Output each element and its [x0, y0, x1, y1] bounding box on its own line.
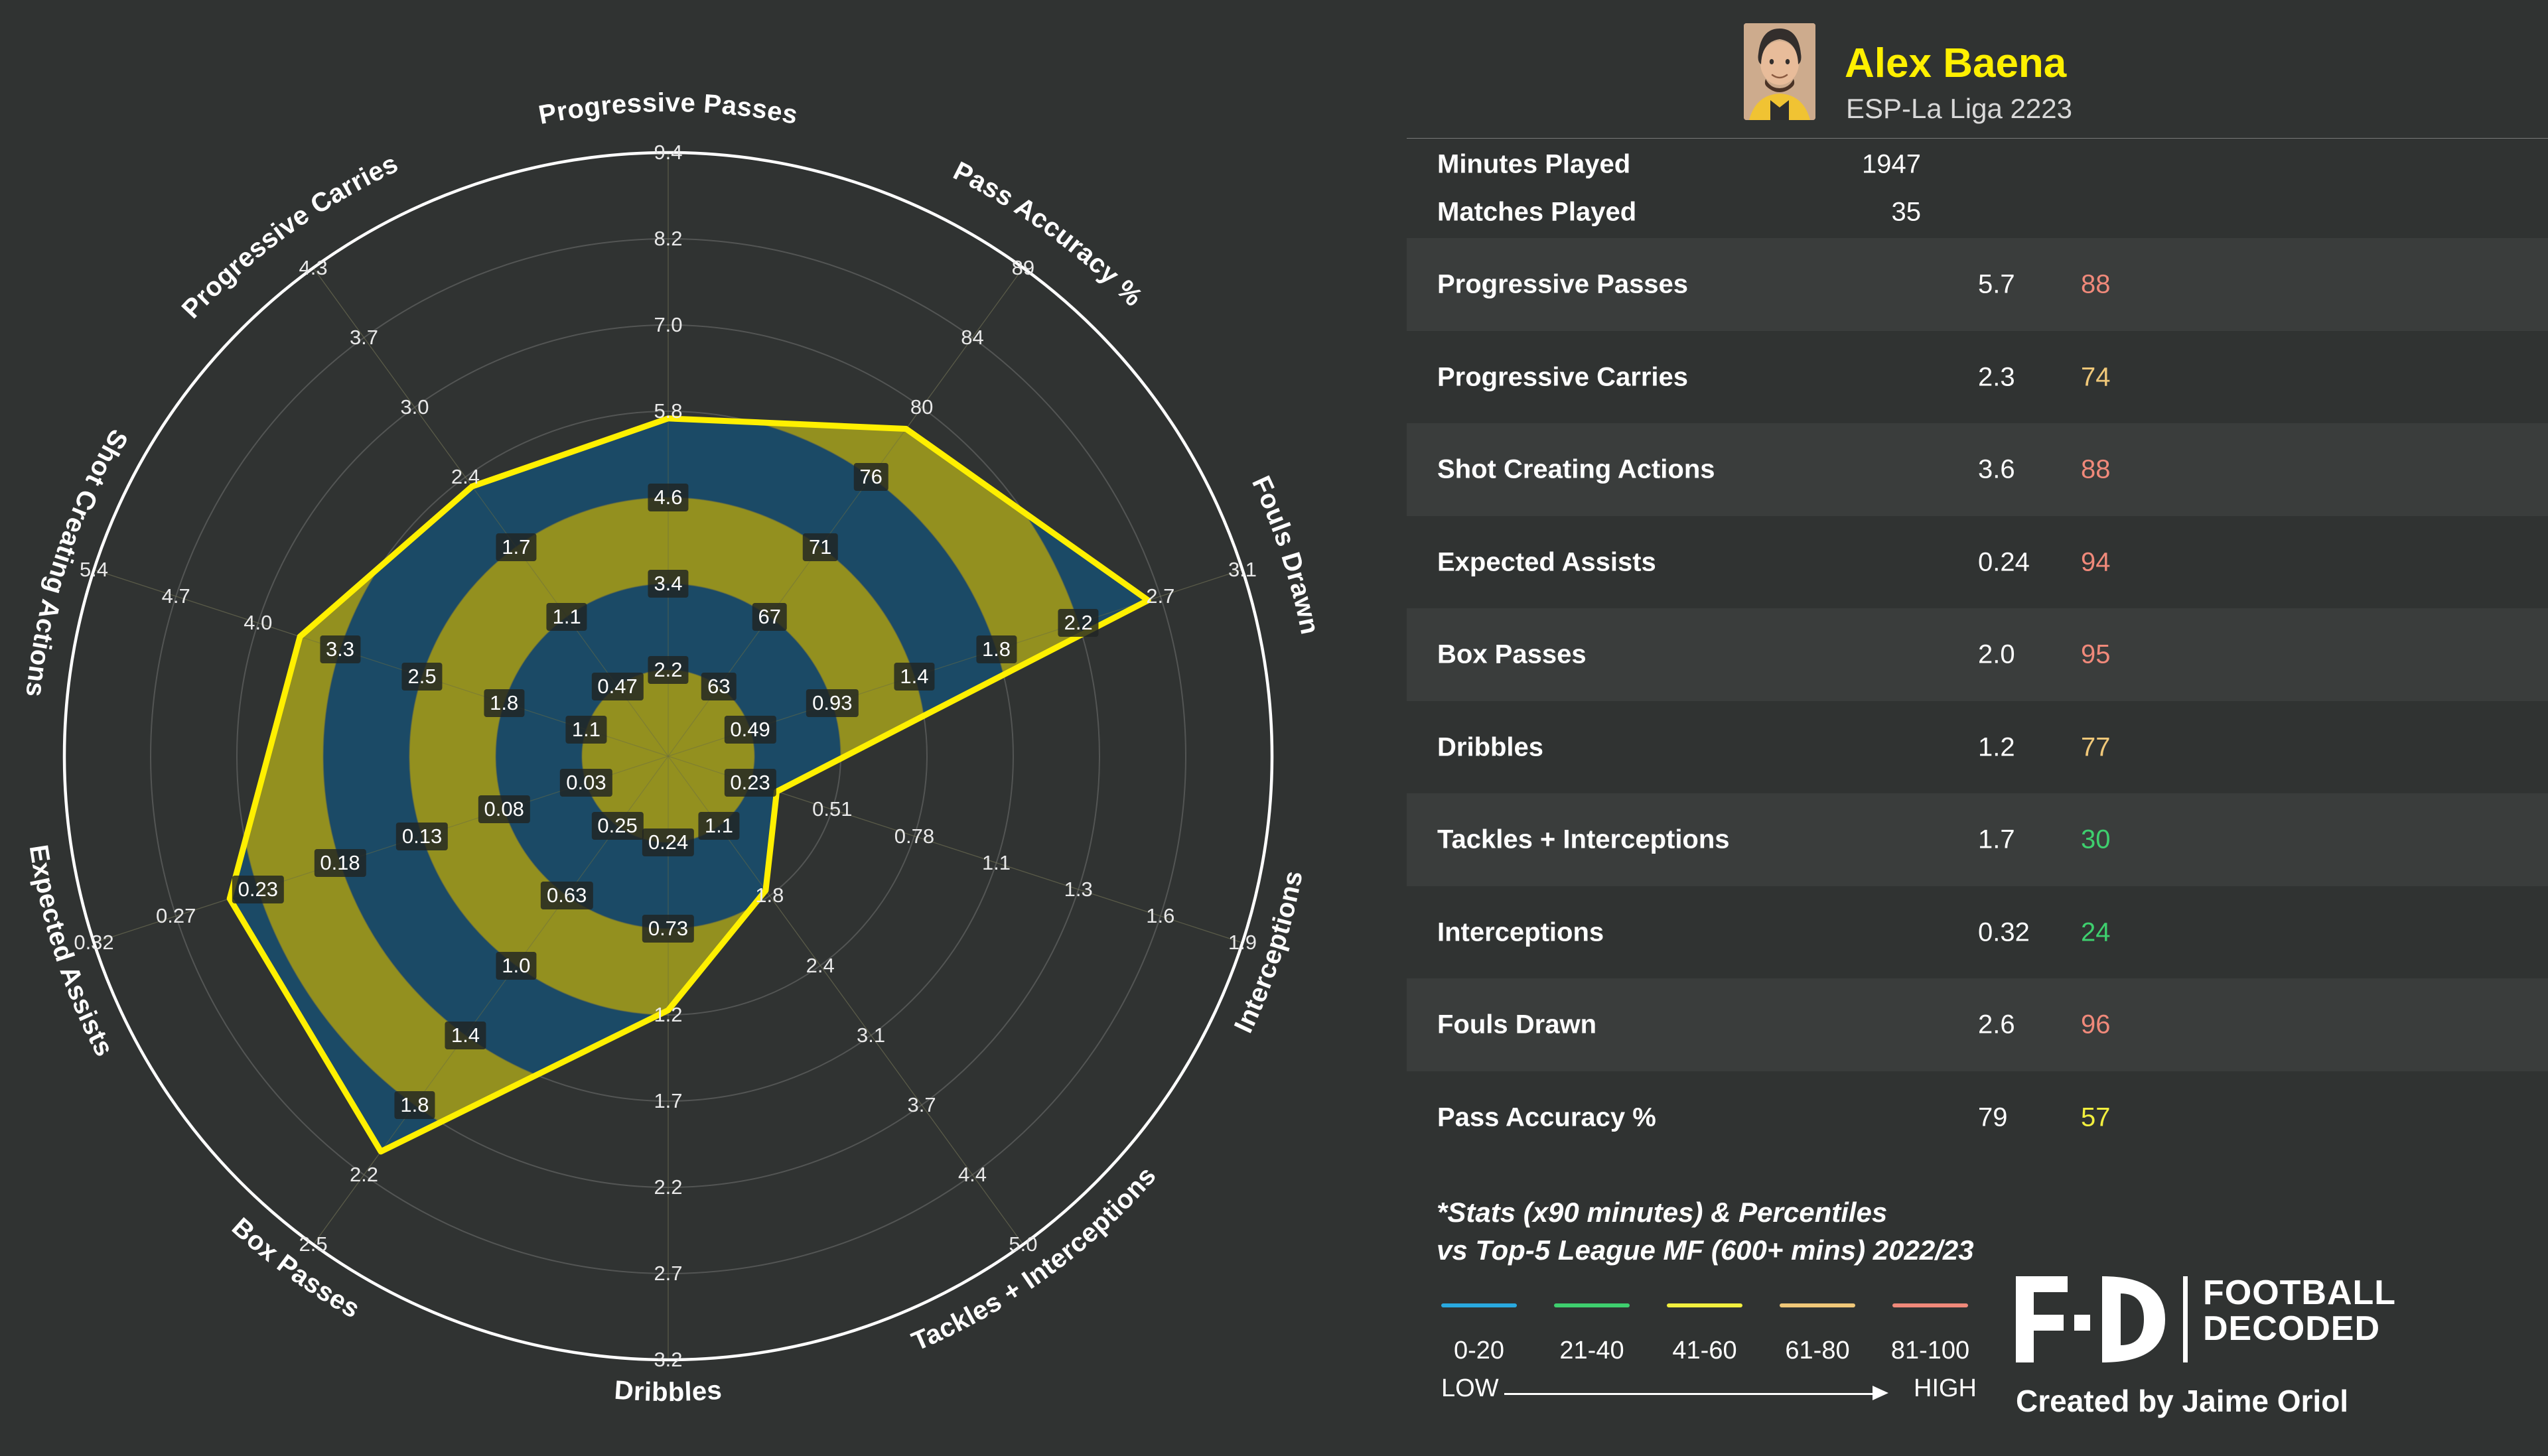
- svg-text:Shot Creating Actions: Shot Creating Actions: [20, 425, 133, 698]
- svg-text:DECODED: DECODED: [2203, 1309, 2380, 1348]
- svg-text:Progressive Passes: Progressive Passes: [536, 88, 800, 130]
- svg-text:Progressive Carries: Progressive Carries: [177, 149, 403, 324]
- svg-text:Box Passes: Box Passes: [226, 1213, 365, 1325]
- svg-text:Tackles + Interceptions: Tackles + Interceptions: [908, 1161, 1162, 1357]
- svg-text:Dribbles: Dribbles: [613, 1376, 723, 1407]
- svg-text:FOOTBALL: FOOTBALL: [2203, 1276, 2396, 1312]
- svg-text:Fouls Drawn: Fouls Drawn: [1246, 472, 1324, 637]
